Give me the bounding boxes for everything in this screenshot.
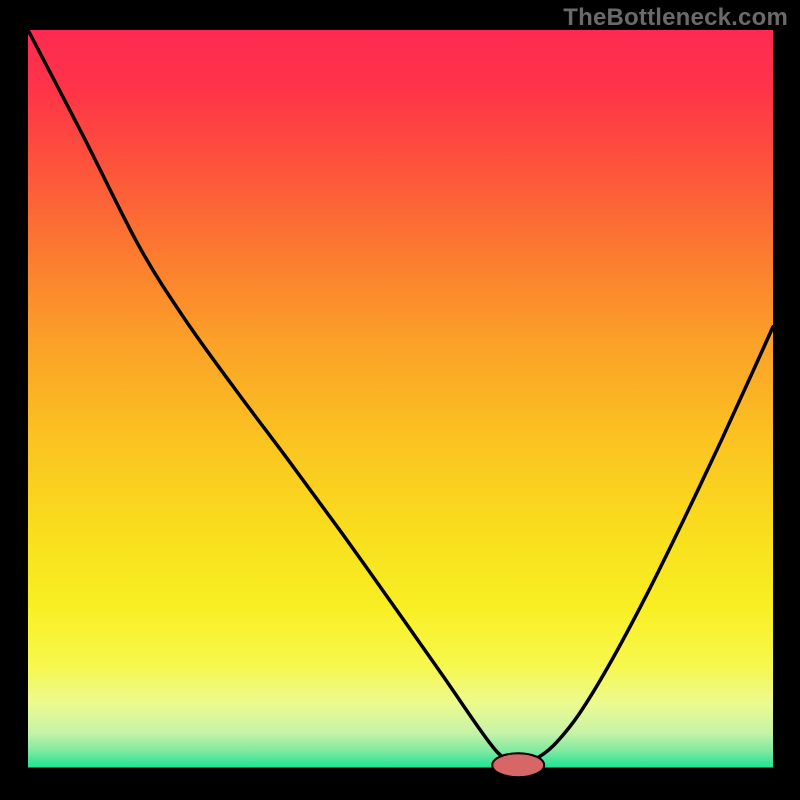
watermark-text: TheBottleneck.com (563, 4, 788, 32)
optimal-point-marker (492, 753, 544, 777)
plot-background (28, 30, 773, 770)
chart-container (0, 0, 800, 800)
bottleneck-chart (0, 0, 800, 800)
